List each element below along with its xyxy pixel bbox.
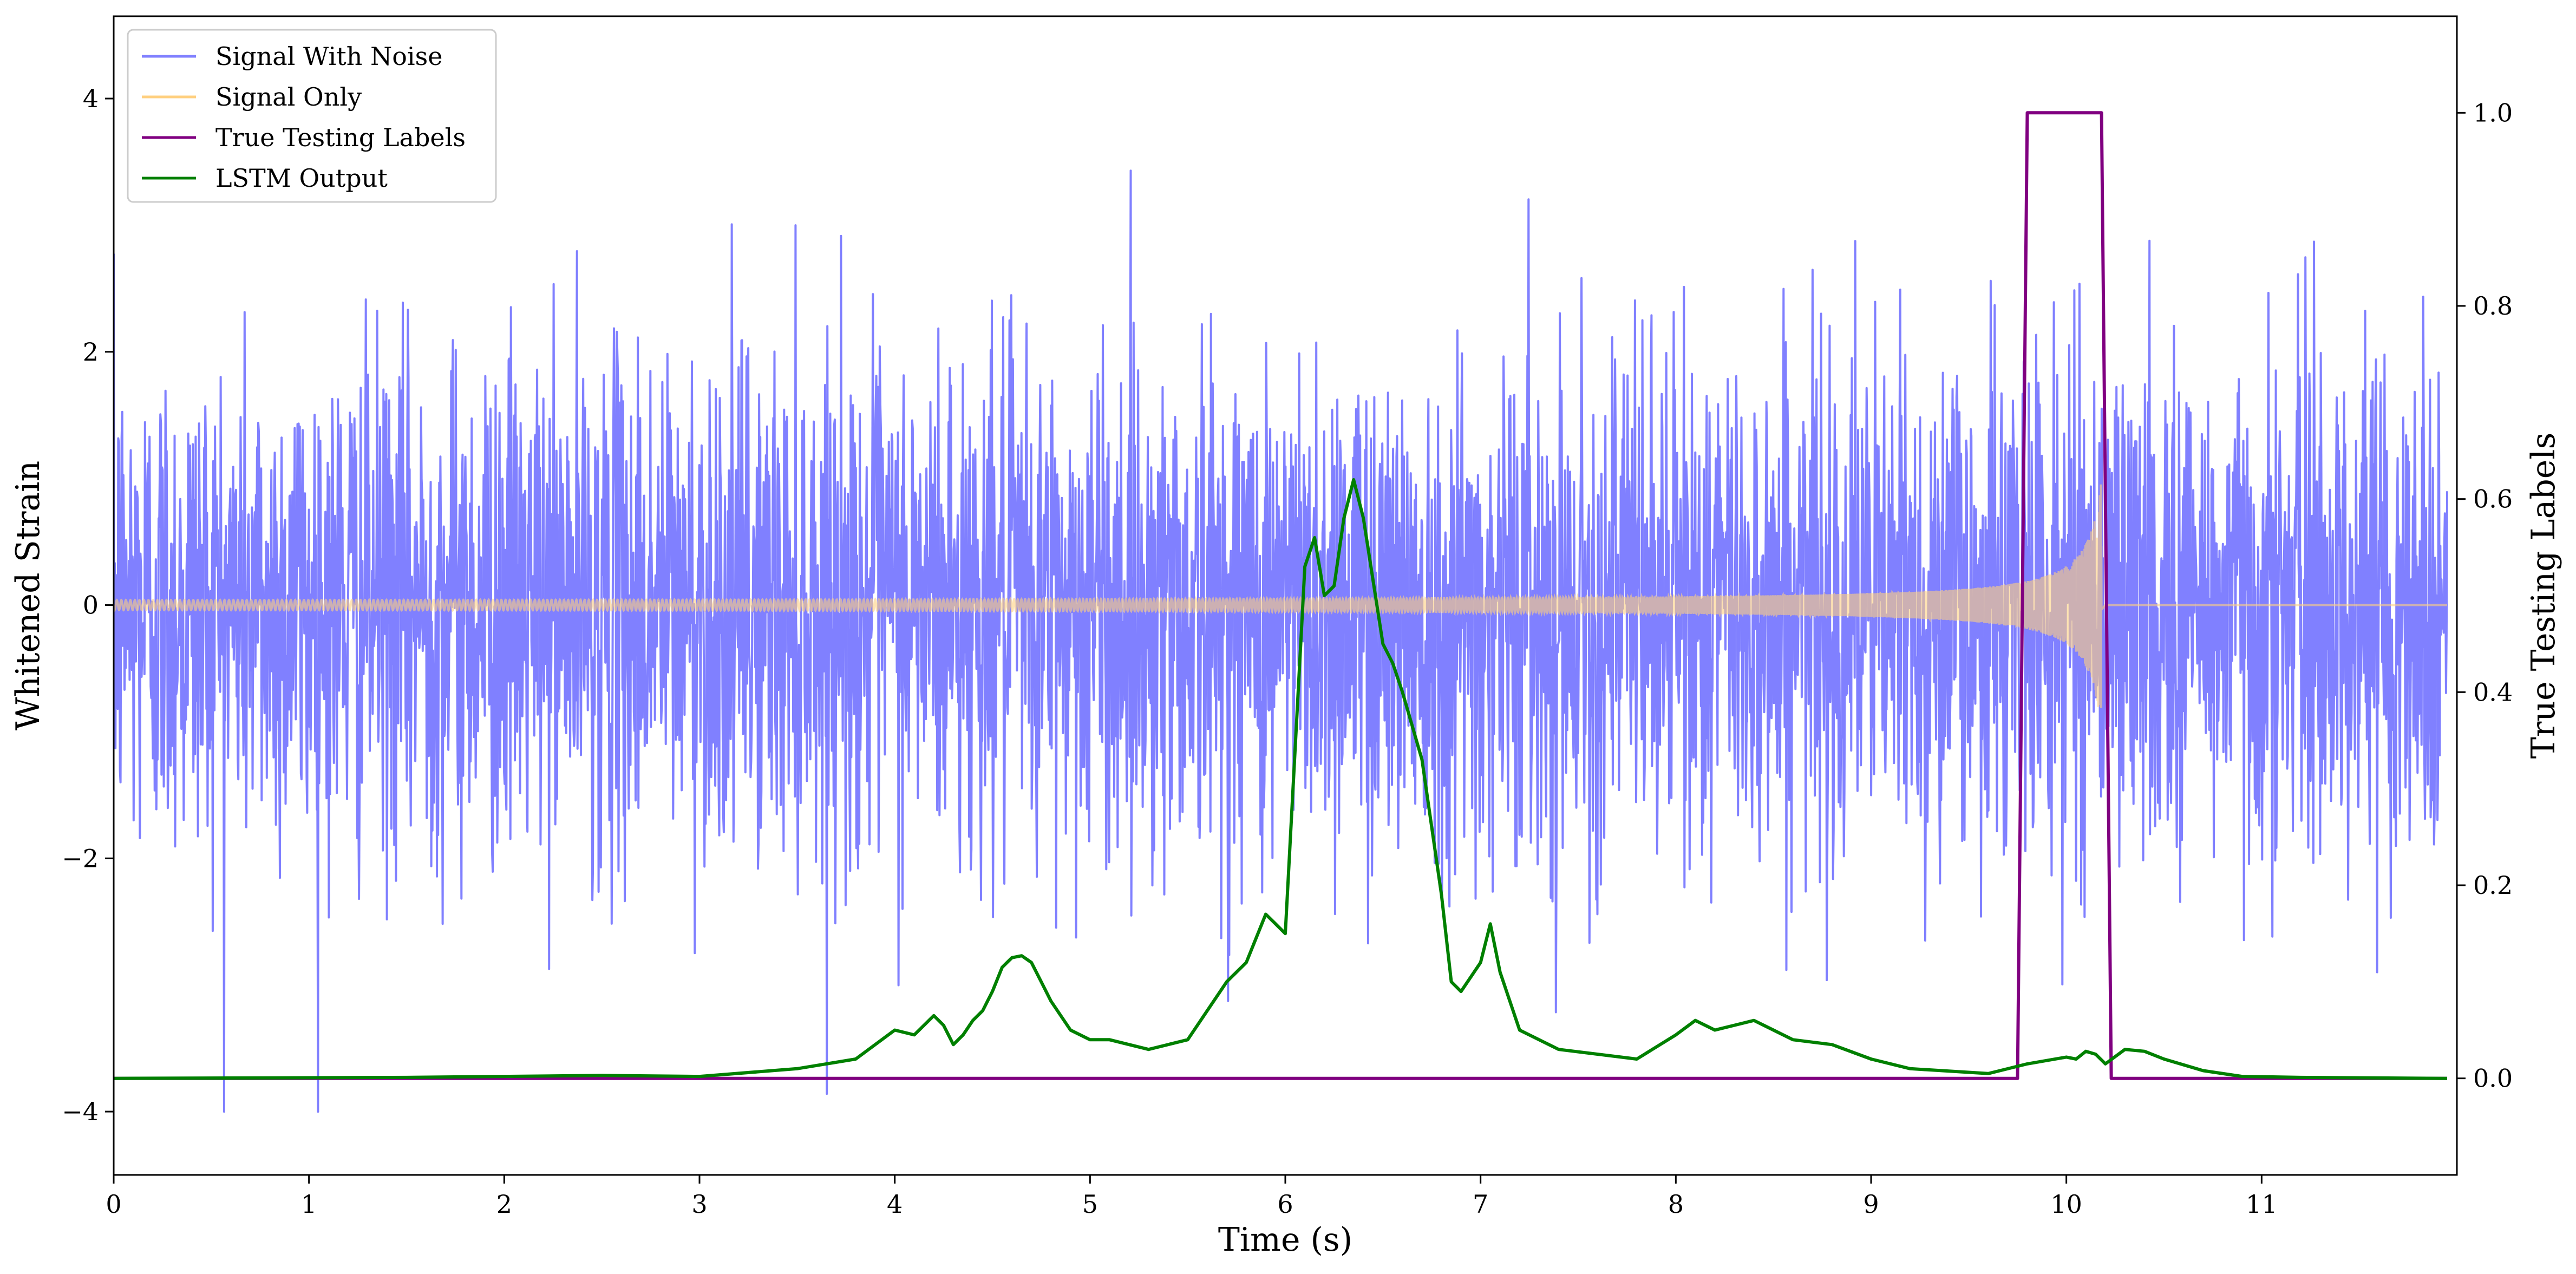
x-tick-label: 3 [691, 1190, 707, 1219]
x-tick-label: 1 [301, 1190, 317, 1219]
x-tick-label: 9 [1863, 1190, 1879, 1219]
x-tick-label: 10 [2050, 1190, 2082, 1219]
y-axis-left-label: Whitened Strain [9, 461, 47, 730]
x-axis: 0 1 2 3 4 5 6 7 8 9 10 11 [106, 1175, 2278, 1219]
y-right-tick-label: 0.8 [2473, 291, 2513, 321]
y-left-tick-label: 0 [83, 591, 99, 620]
x-tick-label: 4 [887, 1190, 903, 1219]
legend-label-signal-only: Signal Only [215, 82, 362, 112]
y-right-tick-label: 1.0 [2473, 98, 2513, 127]
y-right-tick-label: 0.0 [2473, 1064, 2513, 1093]
series-true-testing-labels [114, 111, 2447, 1080]
legend-label-true-labels: True Testing Labels [215, 123, 466, 152]
y-axis-right-label: True Testing Labels [2525, 433, 2562, 759]
plot-area [114, 111, 2448, 1113]
legend: Signal With Noise Signal Only True Testi… [127, 29, 497, 203]
y-left-tick-label: 4 [83, 84, 99, 113]
series-lstm-output [114, 478, 2448, 1080]
legend-label-signal-noise: Signal With Noise [215, 42, 442, 71]
x-tick-label: 5 [1082, 1190, 1098, 1219]
y-right-tick-label: 0.6 [2473, 485, 2513, 514]
legend-box [127, 29, 497, 203]
x-tick-label: 2 [496, 1190, 512, 1219]
y-left-tick-label: 2 [83, 337, 99, 367]
x-tick-label: 6 [1277, 1190, 1293, 1219]
x-tick-label: 8 [1668, 1190, 1684, 1219]
legend-label-lstm-output: LSTM Output [215, 164, 388, 193]
y-left-tick-label: −4 [62, 1097, 99, 1126]
x-tick-label: 0 [106, 1190, 121, 1219]
x-axis-label: Time (s) [1218, 1221, 1352, 1259]
series-signal-only [114, 484, 2447, 708]
x-tick-label: 11 [2246, 1190, 2278, 1219]
y-axis-right: 0.0 0.2 0.4 0.6 0.8 1.0 [2457, 98, 2513, 1093]
y-axis-left: −4 −2 0 2 4 [62, 84, 114, 1126]
x-tick-label: 7 [1473, 1190, 1488, 1219]
y-left-tick-label: −2 [62, 844, 99, 873]
y-right-tick-label: 0.2 [2473, 871, 2513, 900]
y-right-tick-label: 0.4 [2473, 677, 2513, 707]
